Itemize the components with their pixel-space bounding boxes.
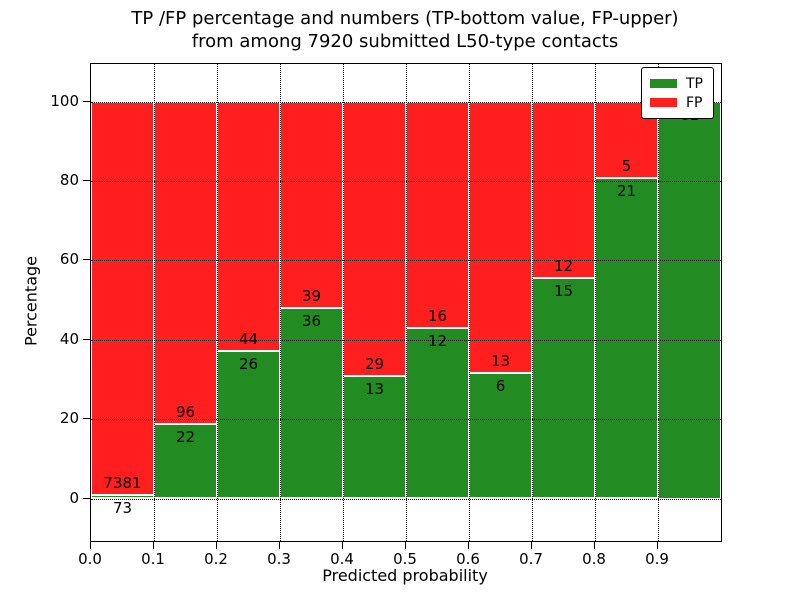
legend-row-fp: FP xyxy=(650,93,703,112)
v-gridline xyxy=(154,64,155,541)
fp-bar-segment xyxy=(91,101,154,495)
fp-count-label: 12 xyxy=(553,256,574,275)
tp-count-label: 36 xyxy=(301,311,322,330)
y-tick-label: 20 xyxy=(59,409,79,428)
x-axis-tick xyxy=(342,541,343,549)
fp-bar-segment xyxy=(406,101,469,329)
x-tick-label: 0.5 xyxy=(393,550,417,568)
v-gridline xyxy=(595,64,596,541)
x-tick-label: 0.8 xyxy=(582,550,606,568)
tp-legend-swatch xyxy=(650,79,677,88)
chart-title-line2: from among 7920 submitted L50-type conta… xyxy=(191,31,619,52)
x-axis-tick xyxy=(90,541,91,549)
tp-bar-segment xyxy=(658,101,721,499)
x-tick-label: 0.0 xyxy=(78,550,102,568)
v-gridline xyxy=(406,64,407,541)
tp-count-label: 73 xyxy=(112,498,133,517)
y-axis-tick xyxy=(83,179,90,181)
v-gridline xyxy=(532,64,533,541)
y-tick-label: 100 xyxy=(50,91,79,110)
x-tick-label: 0.9 xyxy=(645,550,669,568)
fp-count-label: 7381 xyxy=(103,473,142,492)
tp-count-label: 21 xyxy=(616,181,637,200)
fp-bar-segment xyxy=(217,101,280,352)
x-tick-label: 0.7 xyxy=(519,550,543,568)
fp-count-label: 44 xyxy=(238,330,259,349)
y-tick-label: 80 xyxy=(59,170,79,189)
y-tick-label: 40 xyxy=(59,329,79,348)
fp-count-label: 39 xyxy=(301,286,322,305)
fp-count-label: 13 xyxy=(490,352,511,371)
tp-legend-label: TP xyxy=(686,75,703,92)
fp-legend-swatch xyxy=(650,98,677,107)
legend-row-tp: TP xyxy=(650,74,703,93)
tp-count-label: 15 xyxy=(553,281,574,300)
x-axis-tick xyxy=(657,541,658,549)
y-axis-tick xyxy=(83,497,90,499)
legend: TP FP xyxy=(641,67,714,119)
tp-bar-segment xyxy=(595,177,658,499)
v-gridline xyxy=(658,64,659,541)
x-axis-tick xyxy=(153,541,154,549)
tp-count-label: 6 xyxy=(495,377,506,396)
v-gridline xyxy=(217,64,218,541)
tp-count-label: 26 xyxy=(238,355,259,374)
fp-bar-segment xyxy=(343,101,406,376)
x-tick-label: 0.2 xyxy=(204,550,228,568)
tp-count-label: 22 xyxy=(175,428,196,447)
tp-bar-segment xyxy=(280,307,343,499)
v-gridline xyxy=(280,64,281,541)
x-axis-tick xyxy=(405,541,406,549)
tp-count-label: 12 xyxy=(427,332,448,351)
x-axis-tick xyxy=(279,541,280,549)
fp-bar-segment xyxy=(154,101,217,425)
tp-bar-segment xyxy=(343,375,406,499)
tp-bar-segment xyxy=(406,328,469,499)
x-tick-label: 0.1 xyxy=(141,550,165,568)
y-tick-label: 60 xyxy=(59,250,79,269)
fp-count-label: 5 xyxy=(621,156,632,175)
chart-title-line1: TP /FP percentage and numbers (TP-bottom… xyxy=(131,8,679,29)
fp-bar-segment xyxy=(280,101,343,308)
fp-count-label: 16 xyxy=(427,307,448,326)
tp-bar-segment xyxy=(532,277,595,499)
plot-area: 738173962244263936291316121361215521061 … xyxy=(90,63,722,542)
x-axis-tick xyxy=(594,541,595,549)
y-axis-tick xyxy=(83,338,90,340)
v-gridline xyxy=(343,64,344,541)
x-axis-tick xyxy=(216,541,217,549)
tp-bar-segment xyxy=(91,494,154,499)
y-axis-tick xyxy=(83,259,90,261)
y-tick-label: 0 xyxy=(69,488,79,507)
x-tick-label: 0.3 xyxy=(267,550,291,568)
tp-count-label: 13 xyxy=(364,379,385,398)
x-axis-label: Predicted probability xyxy=(322,566,488,585)
y-axis-tick xyxy=(83,100,90,102)
fp-legend-label: FP xyxy=(686,94,703,111)
fp-bar-segment xyxy=(469,101,532,374)
fp-count-label: 96 xyxy=(175,403,196,422)
x-axis-tick xyxy=(531,541,532,549)
tp-bar-segment xyxy=(217,351,280,499)
x-axis-tick xyxy=(468,541,469,549)
x-tick-label: 0.4 xyxy=(330,550,354,568)
x-tick-label: 0.6 xyxy=(456,550,480,568)
y-axis-tick xyxy=(83,418,90,420)
v-gridline xyxy=(469,64,470,541)
fp-count-label: 29 xyxy=(364,354,385,373)
fp-bar-segment xyxy=(532,101,595,278)
